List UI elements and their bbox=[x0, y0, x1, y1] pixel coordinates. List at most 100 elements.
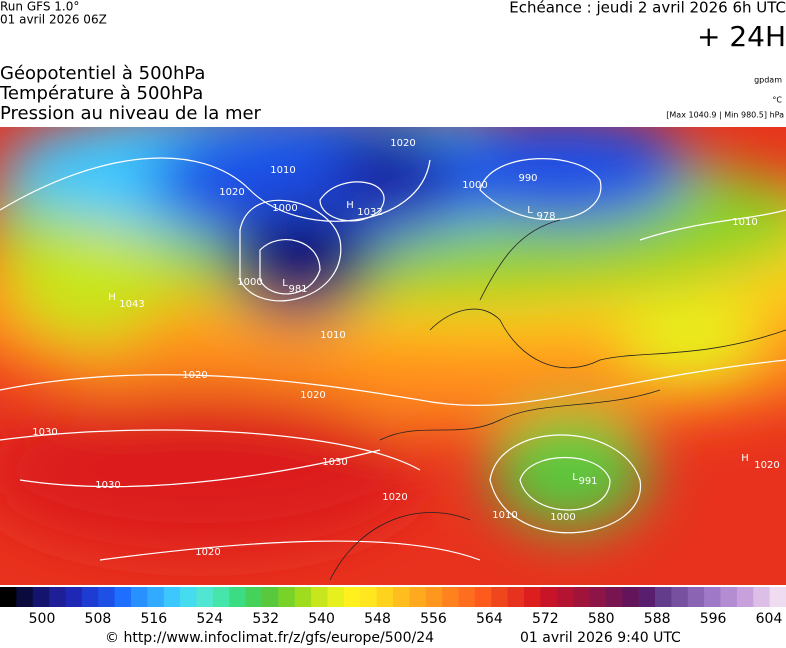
color-swatch bbox=[114, 587, 132, 607]
color-swatch bbox=[736, 587, 754, 607]
color-swatch bbox=[474, 587, 492, 607]
color-swatch bbox=[0, 587, 17, 607]
color-swatch bbox=[311, 587, 328, 607]
color-swatch bbox=[245, 587, 263, 607]
color-swatch bbox=[262, 587, 279, 607]
legend-label: 532 bbox=[252, 611, 279, 627]
map-label: 981 bbox=[288, 284, 307, 295]
map-label: 1020 bbox=[182, 370, 207, 381]
map-label: 1030 bbox=[322, 457, 347, 468]
color-swatch bbox=[704, 587, 721, 607]
color-swatch bbox=[442, 587, 459, 607]
map-label: 990 bbox=[518, 173, 537, 184]
map-label: 1020 bbox=[390, 138, 415, 149]
color-swatch bbox=[147, 587, 165, 607]
map-label: 1000 bbox=[237, 277, 262, 288]
map-label: 1020 bbox=[300, 390, 325, 401]
color-swatch bbox=[507, 587, 525, 607]
color-swatch bbox=[409, 587, 427, 607]
legend-label: 524 bbox=[196, 611, 223, 627]
title: Pression au niveau de la mer bbox=[0, 103, 262, 124]
map-label: 1020 bbox=[754, 460, 779, 471]
map-label: 1000 bbox=[550, 512, 575, 523]
color-swatch bbox=[769, 587, 786, 607]
color-swatch bbox=[671, 587, 689, 607]
color-swatch bbox=[32, 587, 50, 607]
legend-label: 508 bbox=[85, 611, 112, 627]
legend-label: 564 bbox=[476, 611, 503, 627]
color-swatch bbox=[343, 587, 361, 607]
legend-label: 572 bbox=[532, 611, 559, 627]
map-label: 991 bbox=[578, 476, 597, 487]
color-swatch bbox=[327, 587, 345, 607]
color-swatch bbox=[163, 587, 181, 607]
color-swatch bbox=[605, 587, 623, 607]
map-label: 1010 bbox=[492, 510, 517, 521]
map-label: 1010 bbox=[732, 217, 757, 228]
color-swatch bbox=[98, 587, 116, 607]
map-label: H bbox=[108, 292, 116, 303]
legend-label: 604 bbox=[756, 611, 783, 627]
map-label: 1032 bbox=[357, 207, 382, 218]
color-swatch bbox=[655, 587, 672, 607]
map-label: L bbox=[282, 278, 288, 289]
color-swatch bbox=[65, 587, 83, 607]
color-swatch bbox=[425, 587, 443, 607]
color-swatch bbox=[278, 587, 296, 607]
color-swatch bbox=[376, 587, 394, 607]
footer-url: © http://www.infoclimat.fr/z/gfs/europe/… bbox=[105, 630, 434, 646]
color-swatch bbox=[294, 587, 312, 607]
map-label: 1010 bbox=[270, 165, 295, 176]
color-swatch bbox=[638, 587, 656, 607]
color-swatch bbox=[458, 587, 476, 607]
footer-date: 01 avril 2026 9:40 UTC bbox=[520, 630, 681, 646]
map-label: H bbox=[741, 453, 749, 464]
title: Géopotentiel à 500hPa bbox=[0, 63, 205, 84]
map-label: 1010 bbox=[320, 330, 345, 341]
map-label: H bbox=[346, 200, 354, 211]
legend-label: 516 bbox=[140, 611, 167, 627]
color-swatch bbox=[49, 587, 66, 607]
color-swatch bbox=[180, 587, 197, 607]
color-swatch bbox=[229, 587, 247, 607]
color-swatch bbox=[524, 587, 541, 607]
color-swatch bbox=[16, 587, 34, 607]
map-label: 1000 bbox=[462, 180, 487, 191]
legend-label: 556 bbox=[420, 611, 447, 627]
map-label: 1020 bbox=[195, 547, 220, 558]
map-label: 1020 bbox=[382, 492, 407, 503]
color-swatch bbox=[360, 587, 378, 607]
color-swatch bbox=[687, 587, 705, 607]
color-swatch bbox=[556, 587, 574, 607]
color-swatch bbox=[573, 587, 590, 607]
map-label: 1043 bbox=[119, 299, 144, 310]
color-swatch bbox=[212, 587, 230, 607]
color-swatch bbox=[622, 587, 640, 607]
map-label: L bbox=[527, 205, 533, 216]
color-swatch bbox=[720, 587, 738, 607]
color-swatch bbox=[393, 587, 410, 607]
color-swatch bbox=[589, 587, 607, 607]
legend-label: 596 bbox=[700, 611, 727, 627]
legend-label: 548 bbox=[364, 611, 391, 627]
echeance: Echéance : jeudi 2 avril 2026 6h UTC bbox=[509, 0, 786, 17]
color-swatch bbox=[196, 587, 214, 607]
legend-label: 588 bbox=[644, 611, 671, 627]
unit: gpdam bbox=[754, 76, 782, 85]
run-date: 01 avril 2026 06Z bbox=[0, 13, 107, 27]
color-swatch bbox=[540, 587, 558, 607]
unit: °C bbox=[772, 96, 782, 105]
title: Température à 500hPa bbox=[0, 83, 203, 104]
unit: [Max 1040.9 | Min 980.5] hPa bbox=[666, 111, 784, 120]
map-label: 1030 bbox=[32, 427, 57, 438]
run: Run GFS 1.0° bbox=[0, 0, 79, 14]
map-label: 1030 bbox=[95, 480, 120, 491]
map-label: L bbox=[572, 472, 578, 483]
color-swatch bbox=[131, 587, 148, 607]
color-swatch bbox=[491, 587, 509, 607]
map-label: 1000 bbox=[272, 203, 297, 214]
color-swatch bbox=[81, 587, 99, 607]
legend-label: 500 bbox=[29, 611, 56, 627]
